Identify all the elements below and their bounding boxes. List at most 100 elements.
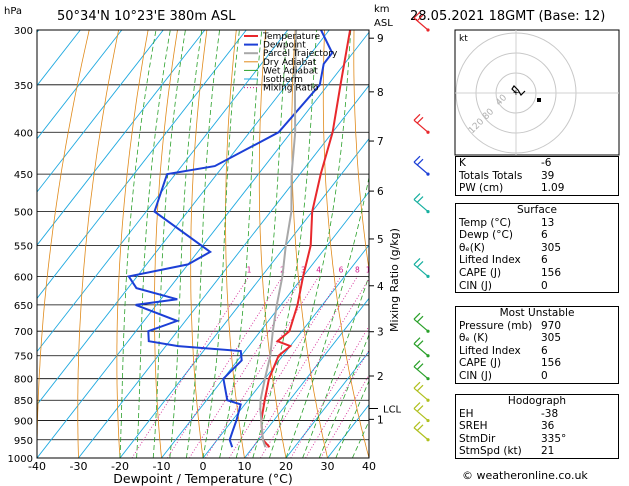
- pressure-tick-label: 600: [14, 272, 33, 283]
- hodograph-heading: Hodograph: [507, 395, 567, 407]
- mixing-ratio-label: 6: [339, 265, 344, 274]
- dry-adiabat: [154, 30, 178, 458]
- isotherm: [37, 30, 247, 300]
- temperature-tick-label: -30: [70, 460, 88, 473]
- wind-barb: [413, 427, 429, 441]
- index-row: K -6: [456, 157, 618, 170]
- wind-barb-flag: [416, 424, 424, 432]
- wind-barb-flag: [416, 158, 424, 166]
- wind-barbs: [413, 11, 430, 442]
- pressure-tick-label: 800: [14, 375, 33, 386]
- isotherm: [244, 297, 369, 458]
- wind-barb-base: [426, 329, 430, 333]
- dry-adiabat: [322, 30, 369, 458]
- series-dewpoint: [127, 30, 334, 448]
- mixing-ratio-axis-title: Mixing Ratio (g/kg): [388, 228, 401, 332]
- wind-barb-base: [426, 418, 430, 423]
- wet-adiabat: [202, 30, 240, 458]
- wet-adiabat: [186, 30, 220, 458]
- wet-adiabat: [136, 30, 171, 458]
- location-title: 50°34'N 10°23'E 380m ASL: [57, 9, 236, 24]
- lcl-label: LCL: [383, 404, 402, 415]
- most-unstable-table: Most Unstable Pressure (mb) 970 θₑ (K) 305…: [455, 306, 619, 384]
- pressure-tick-label: 350: [14, 81, 33, 92]
- isotherm: [37, 30, 206, 246]
- footer-credit[interactable]: © weatheronline.co.uk: [462, 469, 588, 482]
- surface-row: θₑ(K) 305: [459, 241, 562, 254]
- index-label: Totals Totals: [459, 169, 523, 182]
- hodograph-center-mark: +: [513, 88, 520, 97]
- dry-adiabat: [37, 30, 90, 458]
- wind-barb: [413, 318, 429, 332]
- wet-adiabat: [169, 30, 203, 458]
- hodograph-row: StmDir 335°: [459, 432, 567, 445]
- pressure-tick-label: 400: [14, 128, 33, 139]
- legend-label: Parcel Trajectory: [263, 49, 338, 59]
- temperature-tick-label: 20: [279, 460, 293, 473]
- isotherm: [37, 31, 369, 458]
- wind-barb-flag: [413, 402, 421, 409]
- km-tick-label: 7: [377, 136, 384, 148]
- wind-barb-flag: [413, 381, 421, 389]
- pressure-tick-label: 650: [14, 301, 33, 312]
- isotherm: [161, 191, 369, 458]
- wind-barb-flag: [413, 155, 421, 163]
- surface-row: Dewp (°C) 6: [459, 229, 548, 242]
- wind-barb-flag: [416, 260, 424, 268]
- surface-row: Lifted Index 6: [459, 254, 548, 267]
- legend-label: Temperature: [262, 32, 320, 42]
- x-axis-title: Dewpoint / Temperature (°C): [113, 471, 292, 486]
- wet-adiabat: [119, 30, 157, 458]
- km-tick-label: 2: [377, 371, 384, 383]
- index-label: K: [459, 157, 466, 169]
- wind-barb-base: [426, 274, 430, 279]
- dry-adiabat: [258, 30, 287, 458]
- index-label: PW (cm): [459, 182, 504, 195]
- wind-barb: [413, 366, 429, 380]
- wind-barb: [413, 199, 429, 213]
- pressure-tick-label: 750: [14, 352, 33, 363]
- km-tick-label: 4: [377, 281, 384, 293]
- pressure-tick-label: 950: [14, 436, 33, 447]
- mixing-ratio-line: [228, 276, 342, 458]
- legend-label: Dry Adiabat: [263, 58, 317, 68]
- dry-adiabat: [225, 30, 245, 458]
- index-value: 1.09: [541, 182, 565, 195]
- pressure-tick-label: 700: [14, 327, 33, 338]
- wind-barb-base: [426, 209, 430, 214]
- most-unstable-row: CIN (J) 0: [459, 369, 548, 382]
- isotherm: [37, 30, 330, 406]
- wind-barb-flag: [416, 14, 424, 22]
- km-tick-label: 8: [377, 87, 384, 99]
- temperature-tick-label: 40: [362, 460, 376, 473]
- temperature-tick-label: -10: [153, 460, 171, 473]
- most-unstable-row: θₑ (K) 305: [459, 332, 562, 345]
- isotherm: [202, 244, 369, 458]
- index-value: 39: [541, 169, 555, 182]
- wind-barb-flag: [413, 193, 421, 201]
- hodograph-row: StmSpd (kt) 21: [459, 445, 555, 458]
- mixing-ratio-label: 3: [301, 265, 306, 274]
- pressure-tick-label: 500: [14, 208, 33, 219]
- series-parcel-trajectory: [259, 30, 298, 448]
- legend-label: Wet Adiabat: [263, 66, 318, 76]
- km-tick-label: 5: [377, 234, 384, 246]
- indices-table: K -6 Totals Totals 39 PW (cm) 1.09: [455, 156, 619, 196]
- wind-barb-flag: [413, 11, 421, 19]
- surface-row: Temp (°C) 13: [459, 216, 555, 229]
- dry-adiabat: [291, 30, 328, 458]
- diagram-lines: 1 2 3 4 6 8 10 16 20 25: [37, 30, 376, 458]
- most-unstable-row: Pressure (mb) 970: [459, 319, 562, 332]
- wet-adiabat: [235, 30, 288, 458]
- temperature-tick-label: 30: [321, 460, 335, 473]
- wind-barb-base: [426, 398, 430, 402]
- wet-adiabat: [152, 30, 186, 458]
- wind-barb-flag: [416, 315, 424, 323]
- datetime-title: 28.05.2021 18GMT (Base: 12): [410, 9, 605, 24]
- most-unstable-row: CAPE (J) 156: [459, 357, 562, 370]
- mixing-ratio-label: 10: [366, 265, 376, 274]
- wind-barb: [413, 408, 429, 422]
- surface-heading: Surface: [516, 204, 557, 216]
